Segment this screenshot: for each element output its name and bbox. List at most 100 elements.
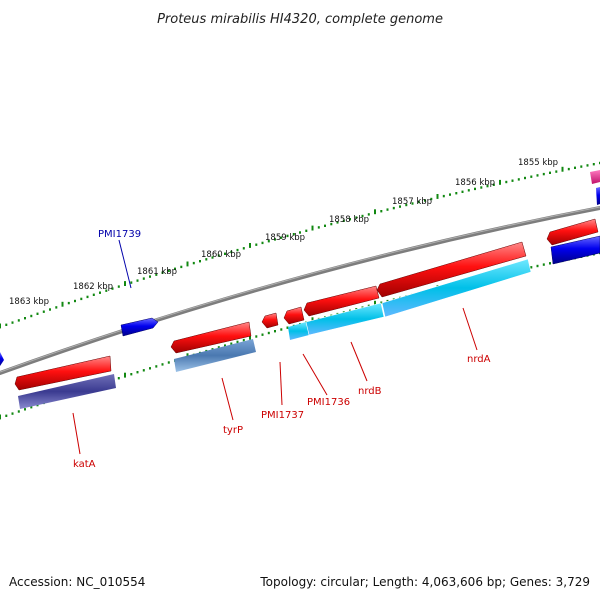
kbp-label: 1857 kbp	[392, 197, 432, 207]
gene-label-kata[interactable]: katA	[73, 459, 96, 470]
ruler-major-tick	[124, 372, 126, 378]
ruler-major-tick	[561, 166, 564, 172]
cog-bar-nrdb[interactable]	[305, 302, 385, 336]
ruler-major-tick	[311, 317, 314, 323]
gene-label-nrda[interactable]: nrdA	[467, 354, 491, 365]
ruler-minor-tick	[11, 321, 14, 324]
ruler-major-tick	[249, 243, 251, 248]
gene-label-pmi1739[interactable]: PMI1739	[98, 229, 141, 240]
ruler-minor-tick	[49, 308, 51, 311]
map-title: Proteus mirabilis HI4320, complete genom…	[157, 12, 443, 27]
gene-arrow-forward-left-edge[interactable]	[0, 352, 4, 366]
ruler-minor-tick	[92, 293, 95, 296]
ruler-minor-tick	[530, 266, 533, 269]
ruler-minor-tick	[55, 306, 58, 309]
ruler-minor-tick	[530, 175, 533, 178]
ruler-minor-tick	[317, 226, 320, 229]
ruler-major-tick	[311, 225, 314, 231]
cog-track	[18, 258, 532, 409]
ruler-minor-tick	[161, 271, 164, 274]
ruler-minor-tick	[342, 219, 345, 222]
genome-backbone-highlight	[0, 206, 600, 373]
ruler-minor-tick	[24, 408, 26, 411]
leader-tyrp	[221, 377, 234, 421]
ruler-major-tick	[186, 261, 189, 267]
ruler-minor-tick	[149, 275, 151, 278]
cog-bar-pmi1736[interactable]	[288, 322, 309, 340]
ruler-minor-tick	[142, 369, 145, 372]
ruler-minor-tick	[299, 231, 301, 234]
gene-arrow-pmi1739[interactable]	[120, 317, 159, 337]
gene-arrow-nrdb[interactable]	[303, 285, 380, 317]
ruler-minor-tick	[542, 172, 545, 176]
ruler-minor-tick	[536, 264, 539, 268]
ruler-minor-tick	[492, 183, 495, 186]
ruler-major-tick	[436, 194, 439, 199]
ruler-major-tick	[249, 334, 251, 340]
ruler-minor-tick	[24, 317, 26, 320]
ruler-minor-tick	[267, 240, 270, 243]
ruler-minor-tick	[549, 262, 551, 265]
ruler-minor-tick	[149, 367, 151, 370]
ruler-minor-tick	[555, 170, 558, 173]
ruler-minor-tick	[280, 236, 283, 239]
ruler-minor-tick	[542, 263, 545, 266]
ruler-minor-tick	[99, 291, 101, 294]
outer-ruler-ticks	[0, 161, 600, 329]
kbp-label: 1863 kbp	[9, 297, 49, 307]
ruler-major-tick	[374, 209, 376, 215]
gene-arrow-pmi1736[interactable]	[283, 306, 305, 325]
gene-arrow-nrda[interactable]	[376, 241, 527, 298]
gene-arrow-forward[interactable]	[550, 235, 600, 265]
accession-label: Accession: NC_010554	[9, 575, 145, 589]
ruler-major-tick	[374, 300, 376, 306]
gene-arrow-tyrp[interactable]	[170, 321, 252, 354]
gene-arrow-forward-edge[interactable]	[596, 187, 600, 205]
ruler-minor-tick	[167, 269, 170, 272]
gene-arrow-reverse-edge[interactable]	[546, 218, 599, 246]
ruler-minor-tick	[42, 310, 45, 313]
ruler-minor-tick	[574, 166, 576, 169]
ruler-minor-tick	[474, 187, 476, 191]
topology-label: Topology: circular; Length: 4,063,606 bp…	[259, 575, 590, 589]
gene-label-pmi1737[interactable]: PMI1737	[261, 410, 304, 421]
gene-arrow-kata[interactable]	[14, 355, 112, 391]
leader-pmi1736	[302, 353, 328, 396]
ruler-minor-tick	[324, 224, 326, 227]
ruler-minor-tick	[392, 206, 395, 210]
ruler-minor-tick	[305, 229, 308, 232]
gene-label-nrdb[interactable]: nrdB	[358, 386, 382, 397]
ruler-minor-tick	[217, 346, 220, 349]
ruler-minor-tick	[467, 189, 470, 192]
kbp-label: 1862 kbp	[73, 282, 113, 292]
gene-arrow-pmi1737[interactable]	[261, 312, 279, 329]
ruler-minor-tick	[424, 199, 426, 202]
ruler-minor-tick	[430, 197, 433, 201]
leader-kata	[72, 412, 81, 455]
ruler-major-tick	[124, 281, 126, 286]
ruler-minor-tick	[524, 176, 526, 180]
ruler-minor-tick	[111, 287, 114, 290]
ruler-minor-tick	[286, 234, 289, 238]
gene-labels: PMI1739 katA tyrP PMI1737 PMI1736 nrdB n…	[73, 229, 491, 470]
gene-label-tyrp[interactable]: tyrP	[223, 425, 243, 436]
leader-nrda	[462, 307, 478, 351]
ruler-minor-tick	[142, 277, 145, 280]
kbp-label: 1858 kbp	[329, 215, 369, 225]
ruler-minor-tick	[74, 299, 76, 303]
ruler-minor-tick	[386, 208, 389, 211]
ruler-minor-tick	[280, 328, 283, 331]
gene-label-pmi1736[interactable]: PMI1736	[307, 397, 350, 408]
ruler-minor-tick	[261, 241, 264, 245]
cog-bar-tyrp[interactable]	[174, 339, 256, 372]
rna-feature[interactable]	[590, 170, 600, 184]
ruler-minor-tick	[155, 365, 158, 368]
ruler-minor-tick	[5, 323, 8, 326]
cog-bar-nrda[interactable]	[381, 258, 532, 318]
ruler-minor-tick	[242, 338, 245, 342]
ruler-minor-tick	[455, 192, 458, 195]
cog-bar-kata[interactable]	[18, 374, 116, 409]
ruler-minor-tick	[230, 342, 233, 345]
ruler-minor-tick	[361, 214, 364, 218]
